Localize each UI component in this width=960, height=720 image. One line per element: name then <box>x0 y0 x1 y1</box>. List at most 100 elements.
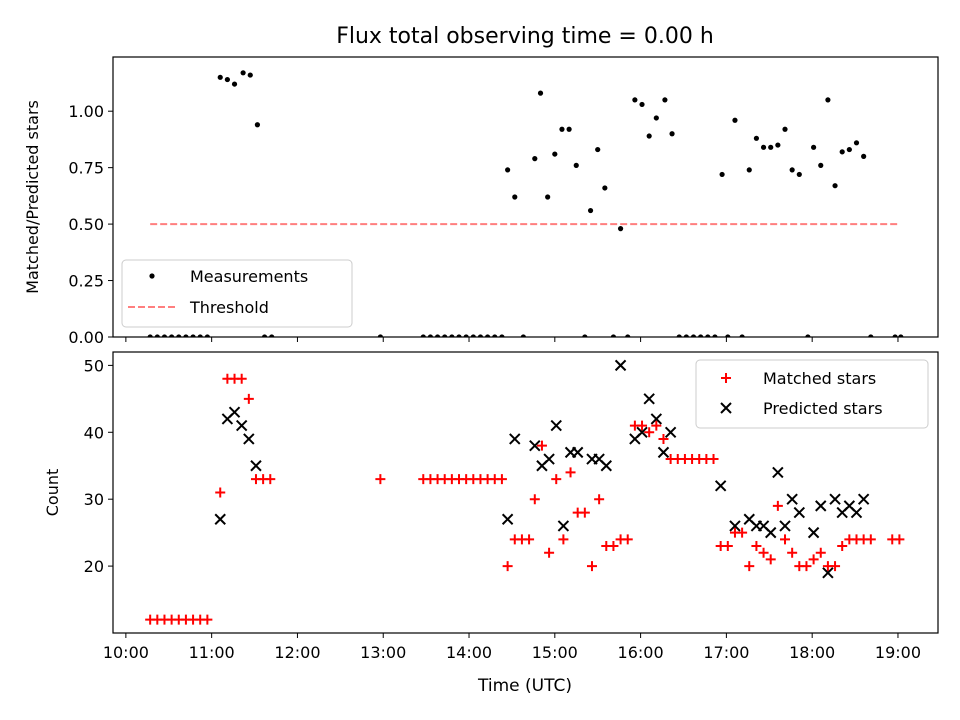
measurement-point <box>811 144 817 150</box>
matched-star-point <box>265 474 276 485</box>
measurement-point <box>818 162 824 168</box>
matched-star-point <box>815 547 826 558</box>
y-tick-label: 0.50 <box>68 215 104 234</box>
measurement-point <box>753 135 760 141</box>
matched-star-point <box>780 534 791 545</box>
x-axis-label: Time (UTC) <box>477 676 572 696</box>
measurement-point <box>898 334 904 337</box>
matched-star-point <box>544 547 555 558</box>
predicted-star-point <box>235 419 248 432</box>
predicted-star-point <box>543 453 555 465</box>
measurement-point <box>796 171 802 178</box>
measurement-point <box>261 334 268 337</box>
chart-title: Flux total observing time = 0.00 h <box>336 24 714 49</box>
predicted-star-point <box>765 526 777 539</box>
axes-frame <box>112 56 939 338</box>
predicted-star-point <box>815 500 827 512</box>
matched-star-point <box>751 541 762 552</box>
measurement-point <box>595 146 601 153</box>
legend-marker-measurements <box>149 273 155 279</box>
measurement-point <box>775 142 781 148</box>
predicted-star-point <box>807 526 820 539</box>
measurement-point <box>861 153 867 159</box>
measurement-point <box>602 185 608 191</box>
y-tick-label: 1.00 <box>68 102 104 121</box>
legend-box <box>121 259 353 328</box>
matched-star-point <box>536 440 547 451</box>
y-tick-label: 0.00 <box>68 328 104 347</box>
legend-label-matched: Matched stars <box>763 369 876 388</box>
measurement-point <box>746 167 752 173</box>
measurement-point <box>662 97 668 103</box>
x-tick-label: 19:00 <box>875 643 921 662</box>
measurement-point <box>719 171 725 178</box>
predicted-star-point <box>850 506 863 519</box>
x-tick-label: 12:00 <box>274 643 320 662</box>
matched-star-point <box>558 534 569 545</box>
measurement-point <box>653 115 659 121</box>
measurement-point <box>377 334 383 337</box>
y-tick-label: 0.25 <box>68 272 104 291</box>
measurement-point <box>470 334 476 337</box>
measurement-point <box>690 334 697 337</box>
measurement-point <box>512 194 518 200</box>
measurement-point <box>449 334 455 337</box>
matched-star-point <box>565 467 576 478</box>
matched-star-point <box>801 561 812 572</box>
x-tick-label: 17:00 <box>703 643 749 662</box>
y-tick-label: 50 <box>84 356 104 375</box>
measurement-point <box>240 70 246 76</box>
predicted-star-point <box>643 393 655 405</box>
measurement-point <box>789 167 795 173</box>
measurement-point <box>485 334 491 337</box>
x-tick-label: 16:00 <box>618 643 664 662</box>
matched-star-point <box>758 547 769 558</box>
measurement-point <box>154 334 160 337</box>
measurement-point <box>545 194 551 200</box>
predicted-star-point <box>650 413 663 425</box>
measurement-point <box>477 334 484 337</box>
measurement-point <box>782 126 788 132</box>
matched-star-point <box>236 373 247 384</box>
measurement-point <box>456 334 462 337</box>
measurement-point <box>247 72 253 78</box>
measurement-point <box>669 131 675 137</box>
measurement-point <box>169 334 175 337</box>
matched-star-point <box>894 534 905 545</box>
predicted-star-point <box>550 419 562 432</box>
y-tick-label: 30 <box>84 490 104 509</box>
matched-star-point <box>744 561 755 572</box>
measurement-point <box>532 156 538 162</box>
measurement-point <box>698 334 704 337</box>
predicted-star-point <box>857 493 870 505</box>
predicted-star-point <box>793 506 806 519</box>
matched-star-point <box>524 534 535 545</box>
plot-group: 0.00 0.25 0.50 0.75 1.00 Matched/Predicted st… <box>23 56 939 662</box>
axes-frame <box>112 351 939 634</box>
measurement-point <box>505 167 511 173</box>
legend-label-measurements: Measurements <box>190 267 308 286</box>
matched-star-point <box>772 500 783 511</box>
legend-label-predicted: Predicted stars <box>763 399 883 418</box>
predicted-star-point <box>509 433 521 445</box>
matched-star-point <box>722 541 733 552</box>
measurement-point <box>559 126 565 132</box>
y-axis-label: Matched/Predicted stars <box>23 100 42 294</box>
measurement-point <box>676 334 682 337</box>
measurement-point <box>434 334 441 337</box>
predicted-star-point <box>214 513 226 525</box>
measurement-point <box>853 140 860 146</box>
measurement-point <box>552 151 558 157</box>
measurement-point <box>610 334 617 337</box>
predicted-star-point <box>786 493 798 505</box>
measurement-point <box>582 334 588 337</box>
predicted-star-point <box>779 520 791 532</box>
measurement-point <box>868 334 874 337</box>
x-tick-label: 18:00 <box>789 643 835 662</box>
measurement-point <box>420 334 426 337</box>
measurement-point <box>161 334 168 337</box>
predicted-star-point <box>243 433 255 445</box>
legend-box <box>695 359 929 429</box>
measurement-point <box>846 146 852 153</box>
